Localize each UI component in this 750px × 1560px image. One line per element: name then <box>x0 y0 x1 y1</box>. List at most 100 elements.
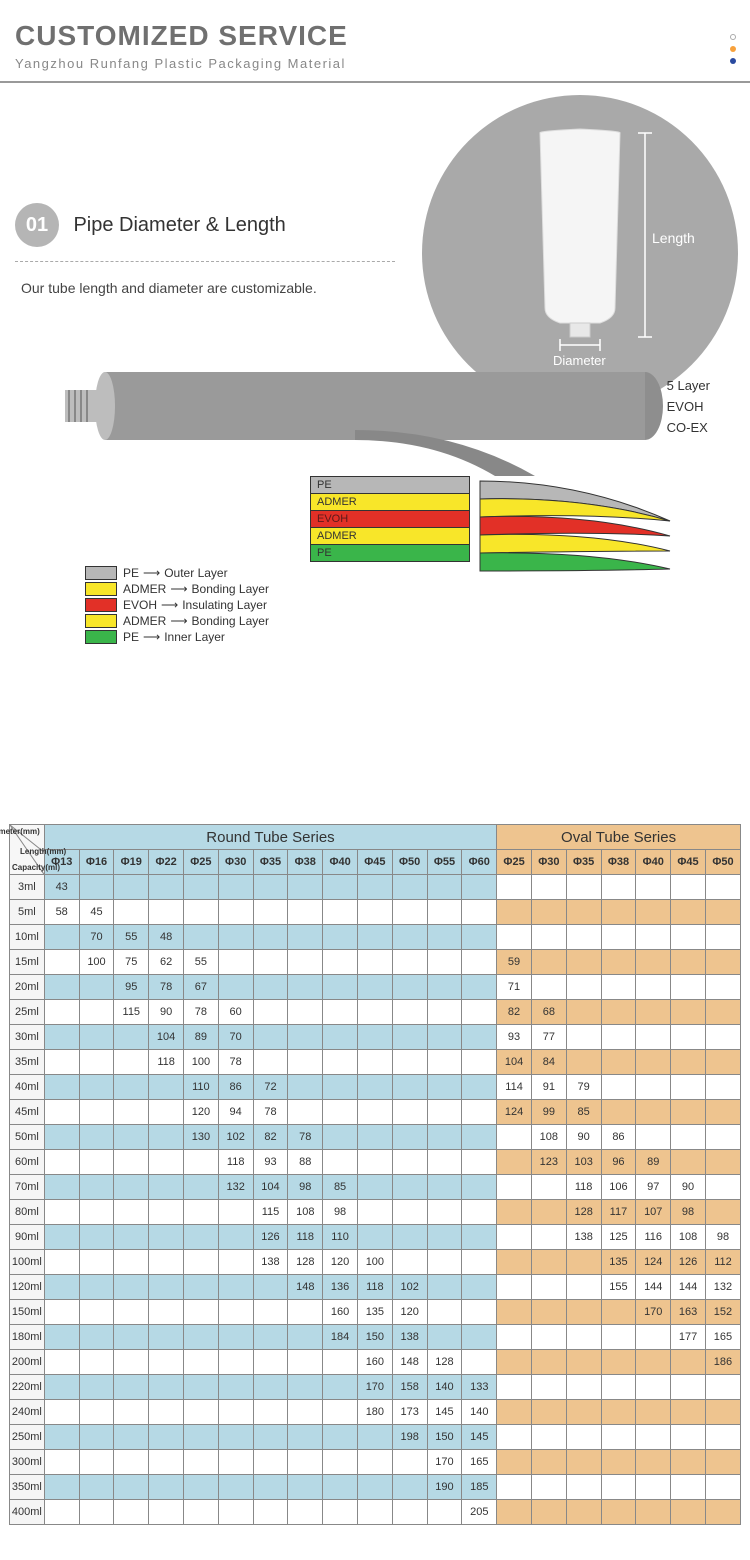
table-cell: 128 <box>566 1200 601 1225</box>
table-cell <box>44 1300 79 1325</box>
table-cell <box>79 1225 114 1250</box>
table-row: 300ml170165 <box>10 1450 741 1475</box>
table-cell <box>323 1075 358 1100</box>
table-cell: 140 <box>462 1400 497 1425</box>
table-cell <box>601 1000 636 1025</box>
table-cell <box>288 875 323 900</box>
table-cell: 152 <box>705 1300 740 1325</box>
table-cell: 103 <box>566 1150 601 1175</box>
table-cell: 104 <box>253 1175 288 1200</box>
table-cell <box>218 975 253 1000</box>
table-cell: 150 <box>357 1325 392 1350</box>
table-cell <box>462 1325 497 1350</box>
table-cell <box>323 1350 358 1375</box>
table-cell <box>323 1425 358 1450</box>
table-cell <box>462 1125 497 1150</box>
table-cell <box>183 1500 218 1525</box>
table-cell <box>183 1175 218 1200</box>
table-cell <box>671 950 706 975</box>
table-cell <box>44 1325 79 1350</box>
table-cell <box>357 1025 392 1050</box>
table-cell <box>531 1500 566 1525</box>
table-cell <box>497 1150 532 1175</box>
table-cell <box>149 1250 184 1275</box>
table-cell <box>79 1500 114 1525</box>
table-cell <box>636 1425 671 1450</box>
table-cell <box>636 1475 671 1500</box>
table-cell <box>601 1100 636 1125</box>
table-cell: 135 <box>357 1300 392 1325</box>
table-cell <box>288 950 323 975</box>
table-cell: 180 <box>357 1400 392 1425</box>
table-row: 20ml95786771 <box>10 975 741 1000</box>
table-cell <box>497 875 532 900</box>
table-cell <box>601 1475 636 1500</box>
table-cell <box>566 1500 601 1525</box>
table-cell: 160 <box>357 1350 392 1375</box>
table-cell <box>705 1050 740 1075</box>
col-header: Φ50 <box>705 850 740 875</box>
table-cell <box>183 1400 218 1425</box>
table-cell <box>671 1350 706 1375</box>
table-cell <box>531 1175 566 1200</box>
table-cell <box>288 1000 323 1025</box>
table-cell: 126 <box>671 1250 706 1275</box>
table-cell <box>114 1350 149 1375</box>
capacity-cell: 180ml <box>10 1325 45 1350</box>
table-cell <box>149 1275 184 1300</box>
table-cell <box>462 1275 497 1300</box>
table-cell: 198 <box>392 1425 427 1450</box>
table-cell <box>288 1025 323 1050</box>
table-cell: 185 <box>462 1475 497 1500</box>
length-label: Length <box>652 230 695 246</box>
table-cell <box>357 1475 392 1500</box>
table-cell <box>601 925 636 950</box>
table-cell <box>636 925 671 950</box>
table-cell <box>79 1450 114 1475</box>
table-row: 120ml148136118102155144144132 <box>10 1275 741 1300</box>
table-cell <box>497 1325 532 1350</box>
table-cell <box>44 1100 79 1125</box>
capacity-cell: 60ml <box>10 1150 45 1175</box>
table-cell <box>357 1500 392 1525</box>
table-cell <box>427 1200 462 1225</box>
table-cell <box>288 1475 323 1500</box>
table-cell <box>357 1150 392 1175</box>
capacity-cell: 15ml <box>10 950 45 975</box>
table-cell <box>114 1250 149 1275</box>
layer-bar: ADMER <box>310 527 470 545</box>
capacity-cell: 10ml <box>10 925 45 950</box>
table-row: 80ml1151089812811710798 <box>10 1200 741 1225</box>
table-cell <box>323 1400 358 1425</box>
table-cell: 163 <box>671 1300 706 1325</box>
table-row: 220ml170158140133 <box>10 1375 741 1400</box>
table-cell <box>79 1100 114 1125</box>
table-cell <box>392 1250 427 1275</box>
table-cell <box>288 900 323 925</box>
table-cell <box>79 1075 114 1100</box>
table-cell <box>44 1075 79 1100</box>
table-cell <box>183 925 218 950</box>
size-table-head: Diameter(mm) Length(mm) Capacity(ml)Roun… <box>10 825 741 875</box>
table-cell <box>149 1200 184 1225</box>
table-cell <box>531 875 566 900</box>
table-cell: 117 <box>601 1200 636 1225</box>
table-cell: 98 <box>671 1200 706 1225</box>
table-cell <box>114 1300 149 1325</box>
table-cell <box>497 1300 532 1325</box>
capacity-cell: 250ml <box>10 1425 45 1450</box>
table-cell <box>218 1475 253 1500</box>
table-cell <box>566 1250 601 1275</box>
table-cell: 136 <box>323 1275 358 1300</box>
capacity-cell: 300ml <box>10 1450 45 1475</box>
table-cell <box>79 1150 114 1175</box>
table-cell <box>357 1200 392 1225</box>
col-header: Φ45 <box>671 850 706 875</box>
table-cell <box>323 1150 358 1175</box>
table-cell <box>531 1375 566 1400</box>
table-cell: 145 <box>427 1400 462 1425</box>
table-cell: 104 <box>497 1050 532 1075</box>
table-cell <box>323 900 358 925</box>
table-cell <box>392 1500 427 1525</box>
table-cell <box>44 1150 79 1175</box>
